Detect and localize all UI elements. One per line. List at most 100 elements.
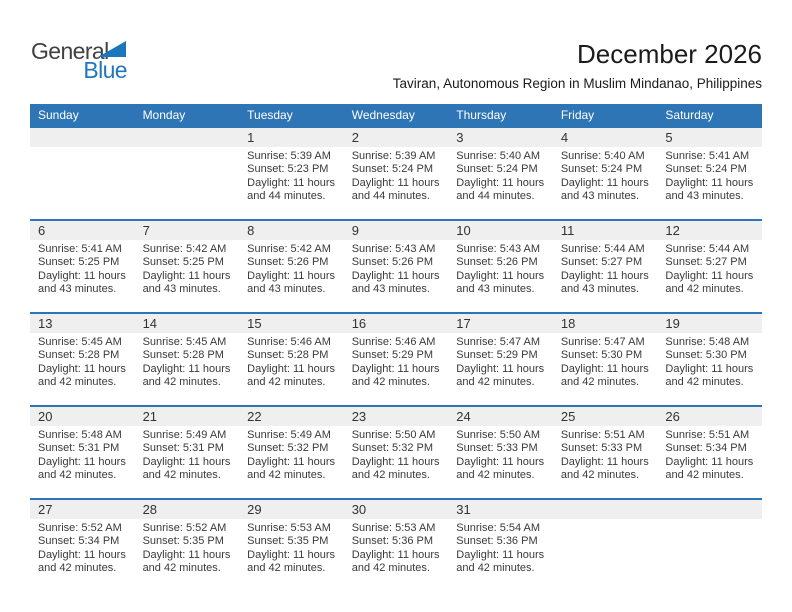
day-details: Sunrise: 5:51 AM Sunset: 5:34 PM Daylight:… xyxy=(657,426,762,483)
day-details: Sunrise: 5:52 AM Sunset: 5:35 PM Daylight:… xyxy=(135,519,240,576)
calendar: Sunday Monday Tuesday Wednesday Thursday Frid… xyxy=(30,104,762,591)
day-detail-line: Daylight: 11 hours xyxy=(560,362,649,375)
day-number: 20 xyxy=(30,407,135,426)
day-cell-5: 5 Sunrise: 5:41 AM Sunset: 5:24 PM Daylight… xyxy=(657,128,762,219)
day-number: 25 xyxy=(552,407,658,426)
day-detail-line: and 42 minutes. xyxy=(247,376,326,389)
day-detail-line: Daylight: 11 hours xyxy=(665,176,754,189)
day-detail-line: Daylight: 11 hours xyxy=(247,548,335,561)
day-detail-line: Daylight: 11 hours xyxy=(560,269,649,282)
day-number: 8 xyxy=(239,221,344,240)
day-detail-line: Daylight: 11 hours xyxy=(38,269,126,282)
day-details: Sunrise: 5:42 AM Sunset: 5:26 PM Daylight:… xyxy=(239,240,344,297)
day-detail-line: Daylight: 11 hours xyxy=(351,176,440,189)
day-detail-line: Sunset: 5:24 PM xyxy=(560,163,643,176)
day-detail-line: and 43 minutes. xyxy=(351,283,430,296)
day-number: 15 xyxy=(239,314,344,333)
day-detail-line: Daylight: 11 hours xyxy=(38,362,126,375)
day-number: 31 xyxy=(448,500,553,519)
day-detail-line: and 42 minutes. xyxy=(38,469,117,482)
day-detail-line: Sunset: 5:36 PM xyxy=(456,535,538,548)
day-detail-line: and 43 minutes. xyxy=(38,283,117,296)
day-detail-line: Daylight: 11 hours xyxy=(456,362,545,375)
day-detail-line: Sunset: 5:28 PM xyxy=(38,349,120,362)
day-cell-19: 19 Sunrise: 5:48 AM Sunset: 5:30 PM Dayligh… xyxy=(657,314,762,405)
day-detail-line: Sunset: 5:34 PM xyxy=(38,535,120,548)
day-number: 23 xyxy=(343,407,449,426)
day-detail-line: Sunset: 5:29 PM xyxy=(351,349,434,362)
day-detail-line: and 42 minutes. xyxy=(665,469,744,482)
day-detail-line: Sunrise: 5:46 AM xyxy=(247,336,331,348)
day-number: 12 xyxy=(657,221,762,240)
day-number: 19 xyxy=(657,314,762,333)
day-cell-15: 15 Sunrise: 5:46 AM Sunset: 5:28 PM Dayligh… xyxy=(239,314,344,405)
day-detail-line: Daylight: 11 hours xyxy=(665,269,754,282)
day-detail-line: Sunset: 5:27 PM xyxy=(560,256,643,269)
day-detail-line: Sunrise: 5:40 AM xyxy=(560,150,645,162)
day-detail-line: and 42 minutes. xyxy=(456,562,535,575)
empty-day-cell xyxy=(657,500,762,591)
day-detail-line: Sunrise: 5:40 AM xyxy=(456,150,541,162)
day-detail-line: Sunset: 5:26 PM xyxy=(351,256,434,269)
day-detail-line: Daylight: 11 hours xyxy=(247,455,335,468)
day-cell-18: 18 Sunrise: 5:47 AM Sunset: 5:30 PM Dayligh… xyxy=(552,314,658,405)
day-number xyxy=(134,128,240,147)
day-detail-line: Sunrise: 5:42 AM xyxy=(247,243,331,255)
day-cell-14: 14 Sunrise: 5:45 AM Sunset: 5:28 PM Dayligh… xyxy=(134,314,240,405)
day-detail-line: Sunrise: 5:43 AM xyxy=(456,243,541,255)
day-detail-line: Sunrise: 5:53 AM xyxy=(351,522,436,534)
day-number: 14 xyxy=(134,314,240,333)
day-detail-line: Sunset: 5:32 PM xyxy=(351,442,434,455)
day-detail-line: Sunrise: 5:43 AM xyxy=(351,243,436,255)
day-detail-line: and 42 minutes. xyxy=(142,562,221,575)
day-cell-17: 17 Sunrise: 5:47 AM Sunset: 5:29 PM Dayligh… xyxy=(448,314,553,405)
empty-day-cell xyxy=(552,500,658,591)
empty-day-cell xyxy=(134,128,240,219)
day-detail-line: Daylight: 11 hours xyxy=(247,362,335,375)
day-detail-line: and 42 minutes. xyxy=(560,376,640,389)
week-row: 6 Sunrise: 5:41 AM Sunset: 5:25 PM Daylight… xyxy=(30,219,762,312)
day-details: Sunrise: 5:40 AM Sunset: 5:24 PM Daylight:… xyxy=(448,147,553,204)
day-number: 11 xyxy=(552,221,658,240)
day-detail-line: Sunrise: 5:48 AM xyxy=(38,429,122,441)
day-detail-line: Sunset: 5:28 PM xyxy=(142,349,224,362)
day-detail-line: Daylight: 11 hours xyxy=(247,269,335,282)
day-details: Sunrise: 5:39 AM Sunset: 5:23 PM Daylight:… xyxy=(239,147,344,204)
day-detail-line: Daylight: 11 hours xyxy=(38,455,126,468)
day-details: Sunrise: 5:51 AM Sunset: 5:33 PM Daylight:… xyxy=(553,426,658,483)
day-detail-line: Sunrise: 5:44 AM xyxy=(560,243,645,255)
day-detail-line: and 42 minutes. xyxy=(38,376,117,389)
day-detail-line: and 44 minutes. xyxy=(247,190,326,203)
day-details: Sunrise: 5:45 AM Sunset: 5:28 PM Daylight:… xyxy=(30,333,135,390)
day-detail-line: Sunrise: 5:49 AM xyxy=(247,429,331,441)
logo-text-general: General xyxy=(31,38,109,64)
day-cell-9: 9 Sunrise: 5:43 AM Sunset: 5:26 PM Daylight… xyxy=(343,221,449,312)
day-detail-line: and 42 minutes. xyxy=(456,469,535,482)
day-detail-line: Sunrise: 5:50 AM xyxy=(351,429,436,441)
day-detail-line: and 42 minutes. xyxy=(456,376,535,389)
week-row: 1 Sunrise: 5:39 AM Sunset: 5:23 PM Daylight… xyxy=(30,126,762,219)
day-cell-26: 26 Sunrise: 5:51 AM Sunset: 5:34 PM Dayligh… xyxy=(657,407,762,498)
location-subtitle: Taviran, Autonomous Region in Muslim Min… xyxy=(392,76,762,91)
day-detail-line: Sunset: 5:24 PM xyxy=(456,163,538,176)
weekday-header-friday: Friday xyxy=(560,108,595,122)
day-details: Sunrise: 5:54 AM Sunset: 5:36 PM Daylight:… xyxy=(448,519,553,576)
day-cell-22: 22 Sunrise: 5:49 AM Sunset: 5:32 PM Dayligh… xyxy=(239,407,344,498)
day-number: 10 xyxy=(448,221,553,240)
day-detail-line: Sunrise: 5:39 AM xyxy=(351,150,436,162)
weekday-header-monday: Monday xyxy=(142,108,186,122)
day-detail-line: Sunset: 5:33 PM xyxy=(560,442,643,455)
day-number: 9 xyxy=(343,221,449,240)
day-detail-line: Daylight: 11 hours xyxy=(456,455,545,468)
day-detail-line: Sunset: 5:28 PM xyxy=(247,349,329,362)
weekday-header-sunday: Sunday xyxy=(38,108,79,122)
day-detail-line: and 43 minutes. xyxy=(142,283,221,296)
day-number: 17 xyxy=(448,314,553,333)
day-number: 13 xyxy=(30,314,135,333)
page-title: December 2026 xyxy=(577,39,762,69)
day-detail-line: and 44 minutes. xyxy=(456,190,535,203)
day-detail-line: Daylight: 11 hours xyxy=(142,548,231,561)
day-cell-25: 25 Sunrise: 5:51 AM Sunset: 5:33 PM Dayligh… xyxy=(552,407,658,498)
day-number xyxy=(552,500,658,519)
day-cell-31: 31 Sunrise: 5:54 AM Sunset: 5:36 PM Dayligh… xyxy=(448,500,553,591)
